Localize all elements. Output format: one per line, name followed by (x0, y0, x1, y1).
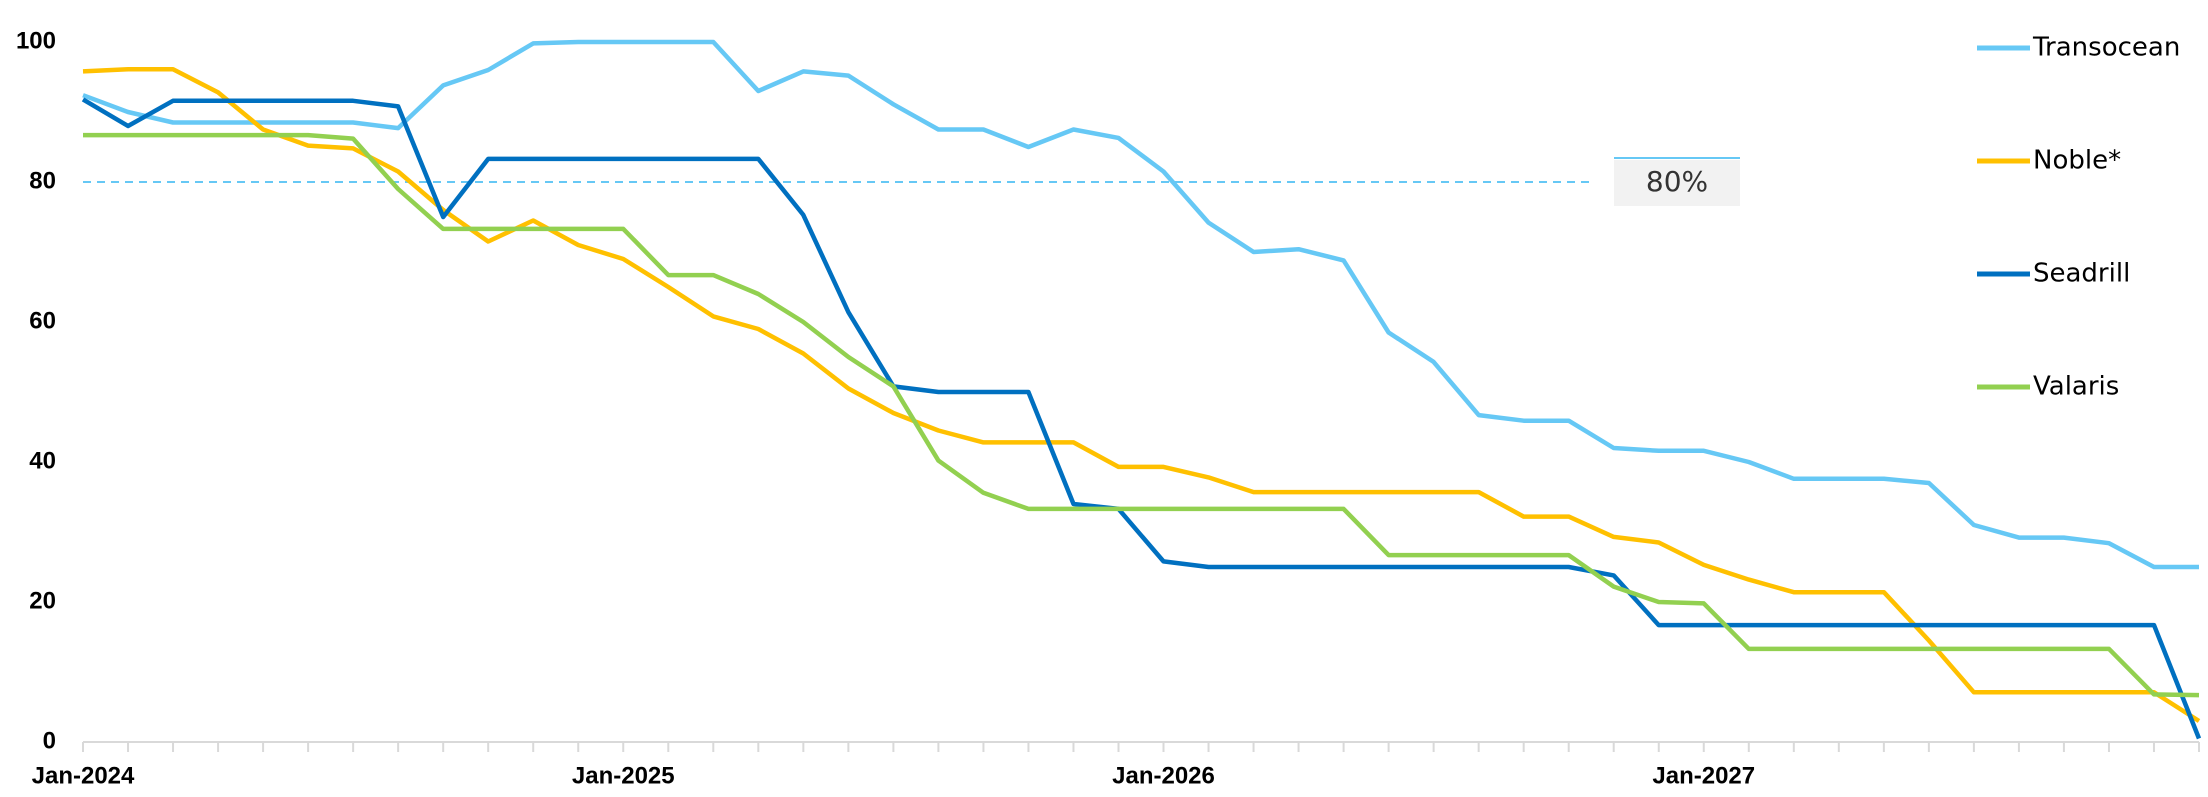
legend-label: Noble* (2033, 146, 2121, 176)
x-tick-label: Jan-2025 (572, 762, 675, 789)
x-tick-label: Jan-2027 (1652, 762, 1755, 789)
legend-label: Valaris (2033, 372, 2119, 402)
legend-label: Seadrill (2033, 259, 2130, 289)
x-tick-label: Jan-2026 (1112, 762, 1215, 789)
series-line (82, 39, 2199, 570)
y-tick-label: 100 (16, 27, 56, 54)
legend-label: Transocean (2032, 33, 2180, 63)
y-tick-label: 60 (29, 307, 56, 334)
y-tick-label: 20 (29, 587, 56, 614)
series-line (81, 97, 2202, 740)
annotation-box (1614, 160, 1740, 206)
x-tick-label: Jan-2024 (32, 762, 135, 789)
y-tick-label: 0 (43, 727, 56, 754)
series-line (83, 132, 2200, 698)
y-tick-label: 40 (29, 447, 56, 474)
y-tick-label: 80 (29, 167, 56, 194)
annotation-label: 80% (1646, 165, 1708, 198)
